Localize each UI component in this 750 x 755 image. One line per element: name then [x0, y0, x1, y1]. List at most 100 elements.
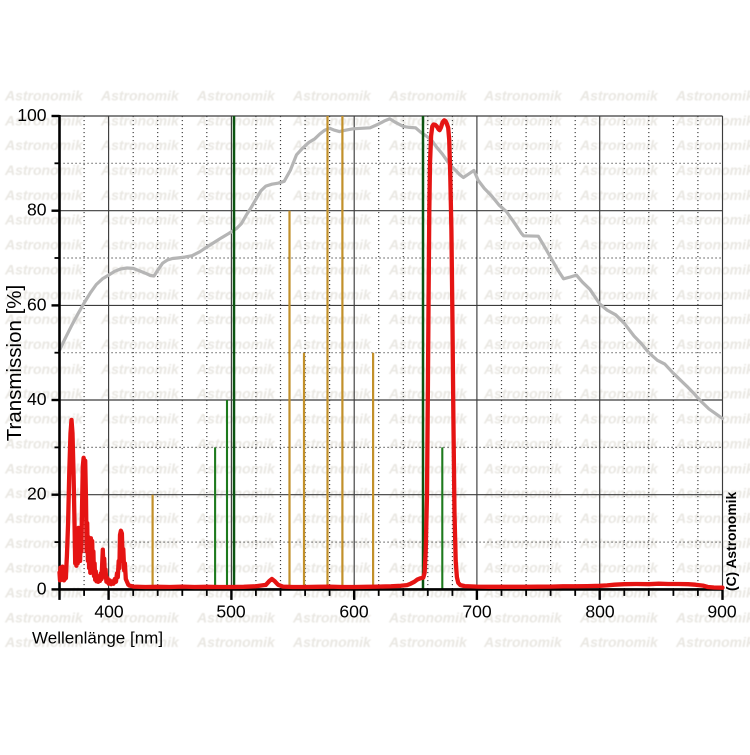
- svg-text:Astronomik: Astronomik: [579, 411, 659, 427]
- svg-text:Astronomik: Astronomik: [388, 609, 468, 625]
- svg-text:Astronomik: Astronomik: [675, 137, 750, 153]
- svg-text:Astronomik: Astronomik: [579, 261, 659, 277]
- svg-text:Astronomik: Astronomik: [579, 112, 659, 128]
- svg-text:Astronomik: Astronomik: [483, 311, 563, 327]
- svg-text:Astronomik: Astronomik: [100, 411, 180, 427]
- svg-text:Astronomik: Astronomik: [100, 435, 180, 451]
- svg-text:Astronomik: Astronomik: [579, 485, 659, 501]
- svg-text:Wellenlänge [nm]: Wellenlänge [nm]: [32, 629, 163, 648]
- svg-text:Astronomik: Astronomik: [675, 460, 750, 476]
- svg-text:Astronomik: Astronomik: [579, 237, 659, 253]
- svg-text:Astronomik: Astronomik: [196, 411, 276, 427]
- svg-text:Astronomik: Astronomik: [100, 485, 180, 501]
- svg-text:Astronomik: Astronomik: [100, 386, 180, 402]
- svg-text:Astronomik: Astronomik: [483, 361, 563, 377]
- svg-text:Astronomik: Astronomik: [675, 336, 750, 352]
- svg-text:Astronomik: Astronomik: [675, 560, 750, 576]
- svg-text:Astronomik: Astronomik: [4, 187, 84, 203]
- svg-text:Astronomik: Astronomik: [292, 88, 372, 104]
- svg-text:Astronomik: Astronomik: [4, 162, 84, 178]
- svg-text:Astronomik: Astronomik: [675, 311, 750, 327]
- svg-text:Astronomik: Astronomik: [4, 361, 84, 377]
- svg-text:Astronomik: Astronomik: [483, 336, 563, 352]
- svg-text:Astronomik: Astronomik: [100, 237, 180, 253]
- svg-text:Astronomik: Astronomik: [292, 286, 372, 302]
- svg-text:Astronomik: Astronomik: [675, 386, 750, 402]
- svg-text:Astronomik: Astronomik: [100, 137, 180, 153]
- svg-text:Astronomik: Astronomik: [196, 137, 276, 153]
- svg-text:Astronomik: Astronomik: [675, 187, 750, 203]
- svg-text:Astronomik: Astronomik: [579, 535, 659, 551]
- svg-text:Astronomik: Astronomik: [196, 336, 276, 352]
- svg-text:Astronomik: Astronomik: [483, 261, 563, 277]
- svg-text:Astronomik: Astronomik: [292, 609, 372, 625]
- svg-text:Astronomik: Astronomik: [196, 162, 276, 178]
- svg-text:Astronomik: Astronomik: [4, 88, 84, 104]
- svg-text:Astronomik: Astronomik: [100, 88, 180, 104]
- svg-text:Astronomik: Astronomik: [292, 112, 372, 128]
- svg-text:Astronomik: Astronomik: [196, 386, 276, 402]
- svg-text:Astronomik: Astronomik: [675, 435, 750, 451]
- svg-text:Astronomik: Astronomik: [292, 386, 372, 402]
- svg-text:Astronomik: Astronomik: [196, 212, 276, 228]
- svg-text:Astronomik: Astronomik: [483, 634, 563, 650]
- svg-text:Astronomik: Astronomik: [100, 460, 180, 476]
- svg-text:40: 40: [27, 389, 47, 409]
- svg-text:Astronomik: Astronomik: [579, 510, 659, 526]
- svg-text:Astronomik: Astronomik: [100, 336, 180, 352]
- svg-text:Astronomik: Astronomik: [4, 411, 84, 427]
- svg-text:Astronomik: Astronomik: [675, 411, 750, 427]
- svg-text:Astronomik: Astronomik: [388, 137, 468, 153]
- svg-text:Astronomik: Astronomik: [100, 286, 180, 302]
- svg-text:Astronomik: Astronomik: [196, 510, 276, 526]
- svg-text:Astronomik: Astronomik: [292, 411, 372, 427]
- svg-text:80: 80: [27, 200, 47, 220]
- svg-text:Astronomik: Astronomik: [100, 361, 180, 377]
- svg-text:Astronomik: Astronomik: [675, 634, 750, 650]
- svg-text:Astronomik: Astronomik: [579, 560, 659, 576]
- svg-text:Astronomik: Astronomik: [4, 634, 84, 650]
- svg-text:Astronomik: Astronomik: [196, 286, 276, 302]
- svg-text:Astronomik: Astronomik: [292, 460, 372, 476]
- svg-text:Astronomik: Astronomik: [196, 261, 276, 277]
- svg-text:700: 700: [462, 602, 492, 622]
- svg-text:Astronomik: Astronomik: [100, 634, 180, 650]
- svg-text:Transmission [%]: Transmission [%]: [3, 285, 26, 441]
- svg-text:Astronomik: Astronomik: [675, 609, 750, 625]
- svg-text:Astronomik: Astronomik: [483, 560, 563, 576]
- svg-text:Astronomik: Astronomik: [4, 535, 84, 551]
- svg-text:Astronomik: Astronomik: [292, 212, 372, 228]
- svg-text:Astronomik: Astronomik: [100, 560, 180, 576]
- svg-text:Astronomik: Astronomik: [4, 609, 84, 625]
- svg-text:Astronomik: Astronomik: [579, 435, 659, 451]
- svg-text:Astronomik: Astronomik: [675, 485, 750, 501]
- svg-text:Astronomik: Astronomik: [388, 88, 468, 104]
- svg-text:Astronomik: Astronomik: [675, 261, 750, 277]
- svg-text:Astronomik: Astronomik: [483, 535, 563, 551]
- svg-text:Astronomik: Astronomik: [196, 460, 276, 476]
- svg-text:Astronomik: Astronomik: [4, 386, 84, 402]
- svg-text:Astronomik: Astronomik: [579, 361, 659, 377]
- svg-text:Astronomik: Astronomik: [4, 261, 84, 277]
- svg-text:Astronomik: Astronomik: [579, 162, 659, 178]
- svg-text:Astronomik: Astronomik: [675, 510, 750, 526]
- svg-text:500: 500: [216, 602, 246, 622]
- svg-text:Astronomik: Astronomik: [100, 609, 180, 625]
- svg-text:Astronomik: Astronomik: [579, 286, 659, 302]
- svg-text:Astronomik: Astronomik: [292, 361, 372, 377]
- svg-text:Astronomik: Astronomik: [675, 535, 750, 551]
- svg-text:Astronomik: Astronomik: [100, 212, 180, 228]
- svg-text:Astronomik: Astronomik: [292, 187, 372, 203]
- svg-text:Astronomik: Astronomik: [4, 510, 84, 526]
- svg-text:Astronomik: Astronomik: [292, 162, 372, 178]
- svg-text:Astronomik: Astronomik: [483, 286, 563, 302]
- svg-text:Astronomik: Astronomik: [100, 535, 180, 551]
- svg-text:Astronomik: Astronomik: [579, 634, 659, 650]
- svg-text:20: 20: [27, 484, 47, 504]
- svg-text:Astronomik: Astronomik: [196, 88, 276, 104]
- svg-text:Astronomik: Astronomik: [483, 435, 563, 451]
- svg-text:Astronomik: Astronomik: [292, 311, 372, 327]
- svg-text:Astronomik: Astronomik: [196, 609, 276, 625]
- svg-text:Astronomik: Astronomik: [579, 386, 659, 402]
- svg-text:Astronomik: Astronomik: [483, 510, 563, 526]
